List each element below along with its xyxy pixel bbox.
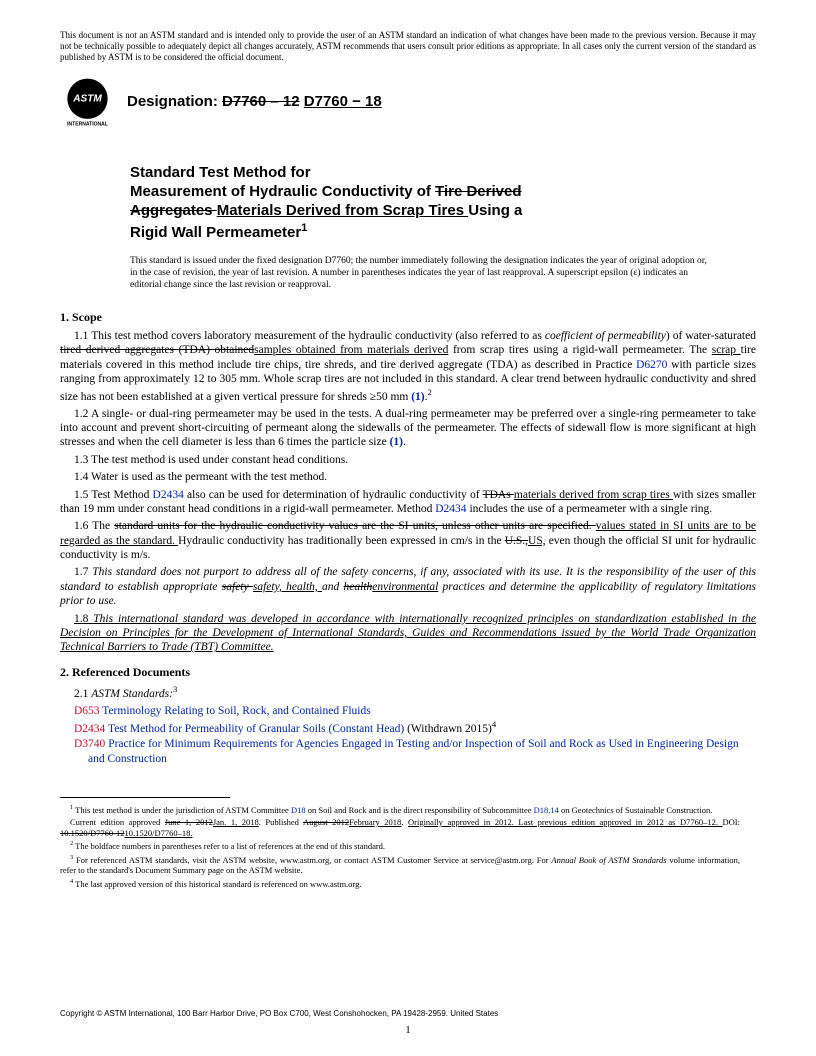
refs-heading: 2. Referenced Documents — [60, 665, 756, 680]
footnote-1: 1 This test method is under the jurisdic… — [60, 804, 740, 815]
ref-item-d653: D653 Terminology Relating to Soil, Rock,… — [60, 704, 756, 719]
designation-old: D7760 – 12 — [222, 93, 300, 110]
title-preline: Standard Test Method for — [130, 164, 756, 183]
header: ASTM INTERNATIONAL Designation: D7760 – … — [60, 74, 756, 129]
ref-list: D653 Terminology Relating to Soil, Rock,… — [60, 704, 756, 767]
para-1-3: 1.3 The test method is used under consta… — [60, 453, 756, 467]
designation-label: Designation: — [127, 93, 218, 110]
title-strike2: Aggregates — [130, 202, 217, 219]
title-text3: Rigid Wall Permeameter — [130, 224, 301, 241]
footnote-1b: Current edition approved June 1, 2012Jan… — [60, 817, 740, 838]
title-main: Measurement of Hydraulic Conductivity of… — [130, 183, 756, 242]
title-uline: Materials Derived from Scrap Tires — [217, 202, 469, 219]
svg-text:INTERNATIONAL: INTERNATIONAL — [67, 122, 108, 128]
ref-item-d2434: D2434 Test Method for Permeability of Gr… — [60, 719, 756, 737]
title-strike1: Tire Derived — [435, 183, 521, 200]
para-1-2: 1.2 A single- or dual-ring permeameter m… — [60, 407, 756, 450]
designation: Designation: D7760 – 12 D7760 − 18 — [127, 93, 382, 110]
para-1-5: 1.5 Test Method D2434 also can be used f… — [60, 488, 756, 517]
footnote-2: 2 The boldface numbers in parentheses re… — [60, 840, 740, 851]
para-1-7: 1.7 This standard does not purport to ad… — [60, 565, 756, 608]
title-block: Standard Test Method for Measurement of … — [130, 164, 756, 242]
footnote-rule — [60, 797, 230, 802]
para-1-1: 1.1 This test method covers laboratory m… — [60, 329, 756, 404]
page-container: This document is not an ASTM standard an… — [0, 0, 816, 911]
footnote-4: 4 The last approved version of this hist… — [60, 878, 740, 889]
title-text: Measurement of Hydraulic Conductivity of — [130, 183, 435, 200]
scope-heading: 1. Scope — [60, 310, 756, 325]
astm-logo: ASTM INTERNATIONAL — [60, 74, 115, 129]
title-sup: 1 — [301, 222, 307, 234]
page-number: 1 — [0, 1024, 816, 1036]
para-1-8: 1.8 This international standard was deve… — [60, 612, 756, 655]
ref-item-d3740: D3740 Practice for Minimum Requirements … — [60, 737, 756, 767]
issued-note: This standard is issued under the fixed … — [130, 256, 756, 292]
para-2-1: 2.1 ASTM Standards:3 — [60, 684, 756, 701]
svg-text:ASTM: ASTM — [72, 94, 102, 105]
title-text2: Using a — [468, 202, 522, 219]
para-1-6: 1.6 The standard units for the hydraulic… — [60, 519, 756, 562]
designation-new: D7760 − 18 — [304, 93, 382, 110]
footnote-3: 3 For referenced ASTM standards, visit t… — [60, 854, 740, 876]
para-1-4: 1.4 Water is used as the permeant with t… — [60, 470, 756, 484]
footnotes: 1 This test method is under the jurisdic… — [60, 804, 740, 890]
disclaimer-text: This document is not an ASTM standard an… — [60, 30, 756, 62]
copyright-line: Copyright © ASTM International, 100 Barr… — [60, 1009, 498, 1018]
